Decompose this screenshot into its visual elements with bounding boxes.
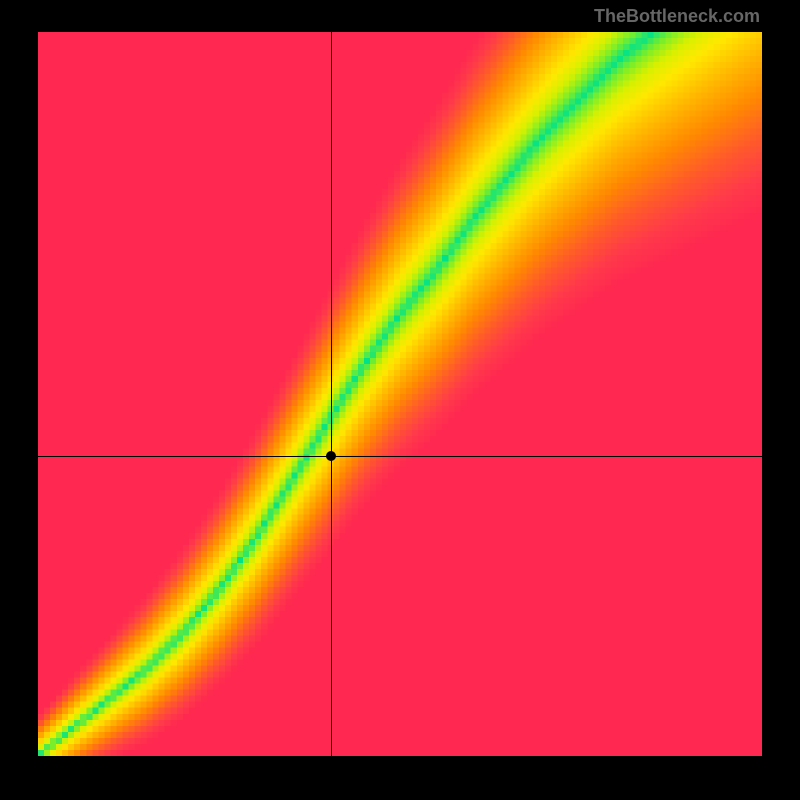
heatmap-plot-area <box>38 32 762 756</box>
heatmap-canvas <box>38 32 762 756</box>
watermark-text: TheBottleneck.com <box>594 6 760 27</box>
crosshair-vertical <box>331 32 332 756</box>
crosshair-marker <box>326 451 336 461</box>
crosshair-horizontal <box>38 456 762 457</box>
